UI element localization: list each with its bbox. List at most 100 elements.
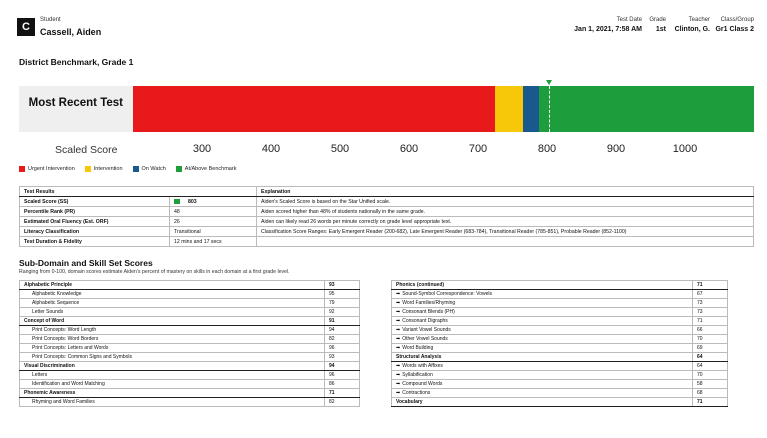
arrow-right-icon: ➡ bbox=[396, 336, 401, 342]
skill-row: Print Concepts: Word Borders 82 bbox=[19, 334, 360, 344]
skill-label: Vocabulary bbox=[396, 399, 423, 405]
legend-label: Intervention bbox=[93, 166, 123, 172]
skill-label: Alphabetic Principle bbox=[24, 282, 73, 288]
legend-item: Urgent Intervention bbox=[19, 166, 75, 172]
score-line bbox=[549, 86, 551, 132]
skill-score: 94 bbox=[324, 325, 360, 335]
skill-name: ➡ Other Vowel Sounds bbox=[391, 334, 693, 344]
skill-row: ➡ Other Vowel Sounds 70 bbox=[391, 334, 728, 344]
skill-score: 71 bbox=[692, 397, 728, 407]
result-label: Percentile Rank (PR) bbox=[19, 206, 170, 217]
legend-swatch bbox=[84, 166, 91, 172]
grade: Grade 1st bbox=[649, 17, 666, 33]
skill-name: ➡ Consonant Digraphs bbox=[391, 316, 693, 326]
result-label: Test Duration & Fidelity bbox=[19, 236, 170, 247]
skill-label: Words with Affixes bbox=[402, 363, 443, 369]
legend-label: On Watch bbox=[141, 166, 166, 172]
results-row: Estimated Oral Fluency (Est. ORF) 26 Aiden… bbox=[19, 216, 754, 227]
skill-row: Print Concepts: Common Signs and Symbols… bbox=[19, 352, 360, 362]
test-date-label: Test Date bbox=[616, 17, 642, 23]
skill-score: 73 bbox=[692, 307, 728, 317]
arrow-right-icon: ➡ bbox=[396, 372, 401, 378]
skill-label: Alphabetic Knowledge bbox=[32, 291, 82, 297]
scaled-score-value: 803 bbox=[188, 198, 197, 205]
x-tick-label: 1000 bbox=[672, 143, 698, 155]
skill-row: Letters 96 bbox=[19, 370, 360, 380]
skill-score: 86 bbox=[324, 379, 360, 389]
skill-label: Other Vowel Sounds bbox=[402, 336, 448, 342]
domain-row: Vocabulary 71 bbox=[391, 397, 728, 407]
range-segment bbox=[522, 86, 540, 132]
result-value: Transitional bbox=[169, 226, 257, 237]
skill-score: 58 bbox=[692, 379, 728, 389]
skill-label: Compound Words bbox=[402, 381, 443, 387]
skill-label: Letters bbox=[32, 372, 48, 378]
skill-row: ➡ Variant Vowel Sounds 66 bbox=[391, 325, 728, 335]
skill-name: Letters bbox=[19, 370, 325, 380]
skill-label: Print Concepts: Word Length bbox=[32, 327, 97, 333]
grade-label: Grade bbox=[649, 17, 666, 23]
domain-row: Phonics (continued) 71 bbox=[391, 280, 728, 290]
legend: Urgent Intervention Intervention On Watch A… bbox=[19, 166, 236, 172]
arrow-right-icon: ➡ bbox=[396, 300, 401, 306]
skill-name: Concept of Word bbox=[19, 316, 325, 326]
skill-row: Print Concepts: Word Length 94 bbox=[19, 325, 360, 335]
skill-label: Contractions bbox=[402, 390, 431, 396]
arrow-right-icon: ➡ bbox=[396, 327, 401, 333]
most-recent-test-label: Most Recent Test bbox=[19, 86, 133, 132]
skill-name: Alphabetic Principle bbox=[19, 280, 325, 290]
skill-score: 79 bbox=[324, 298, 360, 308]
subdomain-title: Sub-Domain and Skill Set Scores bbox=[19, 258, 153, 268]
skill-row: Alphabetic Sequence 79 bbox=[19, 298, 360, 308]
skill-name: ➡ Contractions bbox=[391, 388, 693, 398]
arrow-right-icon: ➡ bbox=[396, 291, 401, 297]
skill-label: Letter Sounds bbox=[32, 309, 64, 315]
results-row: Percentile Rank (PR) 48 Aiden scored highe… bbox=[19, 206, 754, 217]
skill-label: Alphabetic Sequence bbox=[32, 300, 80, 306]
score-marker-icon bbox=[546, 80, 553, 85]
skill-label: Sound-Symbol Correspondence: Vowels bbox=[402, 291, 492, 297]
arrow-right-icon: ➡ bbox=[396, 318, 401, 324]
row-label: Most Recent Test bbox=[28, 97, 123, 109]
skill-score: 92 bbox=[324, 307, 360, 317]
skill-name: Vocabulary bbox=[391, 397, 693, 407]
result-label: Estimated Oral Fluency (Est. ORF) bbox=[19, 216, 170, 227]
skill-name: ➡ Sound-Symbol Correspondence: Vowels bbox=[391, 289, 693, 299]
skill-score: 93 bbox=[324, 280, 360, 290]
domain-row: Phonemic Awareness 71 bbox=[19, 388, 360, 398]
skill-row: ➡ Compound Words 58 bbox=[391, 379, 728, 389]
domain-row: Structural Analysis 64 bbox=[391, 352, 728, 362]
skill-score: 68 bbox=[692, 388, 728, 398]
skill-row: ➡ Sound-Symbol Correspondence: Vowels 67 bbox=[391, 289, 728, 299]
x-tick-label: 600 bbox=[399, 143, 419, 155]
skill-name: Alphabetic Knowledge bbox=[19, 289, 325, 299]
skill-name: Rhyming and Word Families bbox=[19, 397, 325, 407]
skill-score: 64 bbox=[692, 352, 728, 362]
x-tick-label: 300 bbox=[192, 143, 212, 155]
skill-label: Phonemic Awareness bbox=[24, 390, 76, 396]
legend-item: At/Above Benchmark bbox=[175, 166, 236, 172]
skill-row: Identification and Word Matching 86 bbox=[19, 379, 360, 389]
skill-name: Print Concepts: Word Borders bbox=[19, 334, 325, 344]
skill-score: 70 bbox=[692, 370, 728, 380]
skill-name: Alphabetic Sequence bbox=[19, 298, 325, 308]
renaissance-logo: C bbox=[17, 18, 35, 36]
x-tick-label: 400 bbox=[261, 143, 281, 155]
skill-score: 67 bbox=[692, 289, 728, 299]
result-explanation bbox=[256, 236, 754, 247]
result-explanation: Aiden scored higher than 48% of students… bbox=[256, 206, 754, 217]
skill-name: ➡ Compound Words bbox=[391, 379, 693, 389]
legend-item: Intervention bbox=[84, 166, 123, 172]
skill-name: Print Concepts: Letters and Words bbox=[19, 343, 325, 353]
skill-name: ➡ Word Families/Rhyming bbox=[391, 298, 693, 308]
skill-row: Rhyming and Word Families 82 bbox=[19, 397, 360, 407]
results-row: Literacy Classification Transitional Class… bbox=[19, 226, 754, 237]
arrow-right-icon: ➡ bbox=[396, 390, 401, 396]
results-row: Test Duration & Fidelity 12 mins and 17 s… bbox=[19, 236, 754, 247]
result-explanation: Classification Score Ranges: Early Emerg… bbox=[256, 226, 754, 237]
skill-row: Alphabetic Knowledge 95 bbox=[19, 289, 360, 299]
result-value: 12 mins and 17 secs bbox=[169, 236, 257, 247]
result-explanation: Aiden's Scaled Score is based on the Sta… bbox=[256, 196, 754, 207]
teacher: Teacher Clinton, G. bbox=[675, 17, 710, 33]
skill-score: 96 bbox=[324, 370, 360, 380]
